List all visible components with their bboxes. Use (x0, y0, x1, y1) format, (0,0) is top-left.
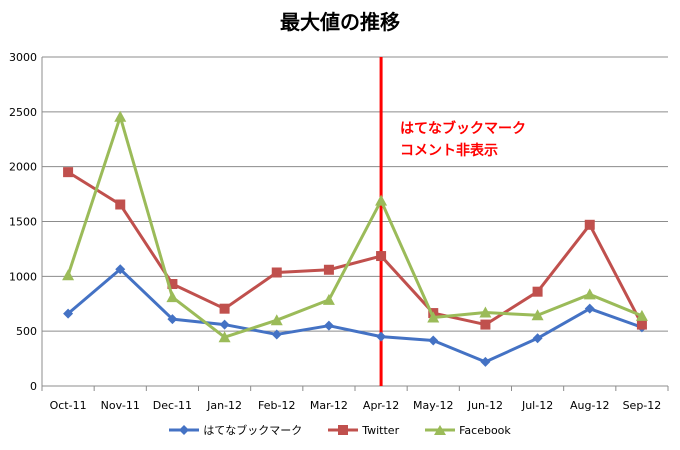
y-tick-label: 2500 (9, 106, 37, 119)
y-tick-label: 1000 (9, 270, 37, 283)
data-point-2 (114, 110, 127, 122)
data-point-1 (584, 219, 595, 230)
chart-title: 最大値の推移 (280, 10, 400, 34)
data-point-1 (323, 264, 334, 275)
data-point-0 (167, 314, 178, 325)
data-point-1 (532, 286, 543, 297)
data-point-0 (376, 331, 387, 342)
data-point-2 (427, 311, 440, 323)
data-point-2 (583, 288, 596, 300)
data-point-0 (63, 308, 74, 319)
x-tick-label: Mar-12 (310, 399, 348, 412)
series-line-0 (67, 267, 643, 364)
legend-label-hatena: はてなブックマーク (203, 424, 303, 437)
data-point-0 (532, 333, 543, 344)
x-tick-label: Jul-12 (521, 399, 553, 412)
x-tick-label: Sep-12 (623, 399, 662, 412)
data-point-1 (480, 319, 491, 330)
legend-label-facebook: Facebook (459, 423, 511, 437)
data-point-0 (219, 319, 230, 330)
x-tick-label: Jun-12 (467, 399, 503, 412)
legend-item-facebook: Facebook (425, 422, 511, 438)
data-point-2 (375, 194, 388, 206)
x-tick-label: Jan-12 (206, 399, 242, 412)
x-tick-label: Nov-11 (101, 399, 140, 412)
annotation-line-1: はてなブックマーク (400, 121, 526, 137)
y-tick-label: 500 (16, 325, 37, 338)
x-tick-label: Apr-12 (363, 399, 399, 412)
data-point-1 (376, 251, 387, 262)
data-point-2 (62, 269, 75, 281)
legend-item-hatena: はてなブックマーク (169, 422, 302, 438)
x-tick-label: Aug-12 (570, 399, 609, 412)
legend-item-twitter: Twitter (328, 422, 399, 438)
data-point-1 (115, 199, 126, 210)
legend-marker-twitter (328, 425, 359, 435)
data-point-0 (480, 356, 491, 367)
y-tick-label: 0 (30, 380, 37, 393)
data-point-1 (63, 167, 74, 178)
x-tick-label: Feb-12 (258, 399, 295, 412)
data-point-0 (428, 335, 439, 346)
x-tick-label: May-12 (413, 399, 454, 412)
data-point-0 (115, 264, 126, 275)
data-point-0 (584, 303, 595, 314)
series-line-2 (66, 115, 643, 339)
data-point-1 (636, 319, 647, 330)
data-point-2 (479, 306, 492, 318)
data-point-2 (166, 291, 179, 303)
data-point-0 (271, 329, 282, 340)
x-tick-label: Dec-11 (153, 399, 192, 412)
data-point-2 (635, 309, 648, 321)
data-point-1 (219, 303, 230, 314)
y-tick-label: 1500 (9, 216, 37, 229)
y-tick-label: 3000 (9, 51, 37, 64)
x-tick-label: Oct-11 (50, 399, 87, 412)
annotation-text: はてなブックマーク コメント非表示 (400, 118, 526, 162)
legend-marker-hatena (169, 425, 200, 435)
y-tick-label: 2000 (9, 161, 37, 174)
data-point-2 (531, 309, 544, 321)
data-point-1 (167, 279, 178, 290)
legend-label-twitter: Twitter (362, 423, 400, 437)
legend: はてなブックマーク Twitter Facebook (0, 422, 680, 438)
data-point-2 (218, 331, 231, 343)
annotation-line-2: コメント非表示 (400, 143, 498, 159)
data-point-1 (271, 267, 282, 278)
legend-marker-facebook (425, 425, 456, 435)
data-point-2 (270, 314, 283, 326)
data-point-0 (323, 320, 334, 331)
data-point-2 (322, 293, 335, 305)
